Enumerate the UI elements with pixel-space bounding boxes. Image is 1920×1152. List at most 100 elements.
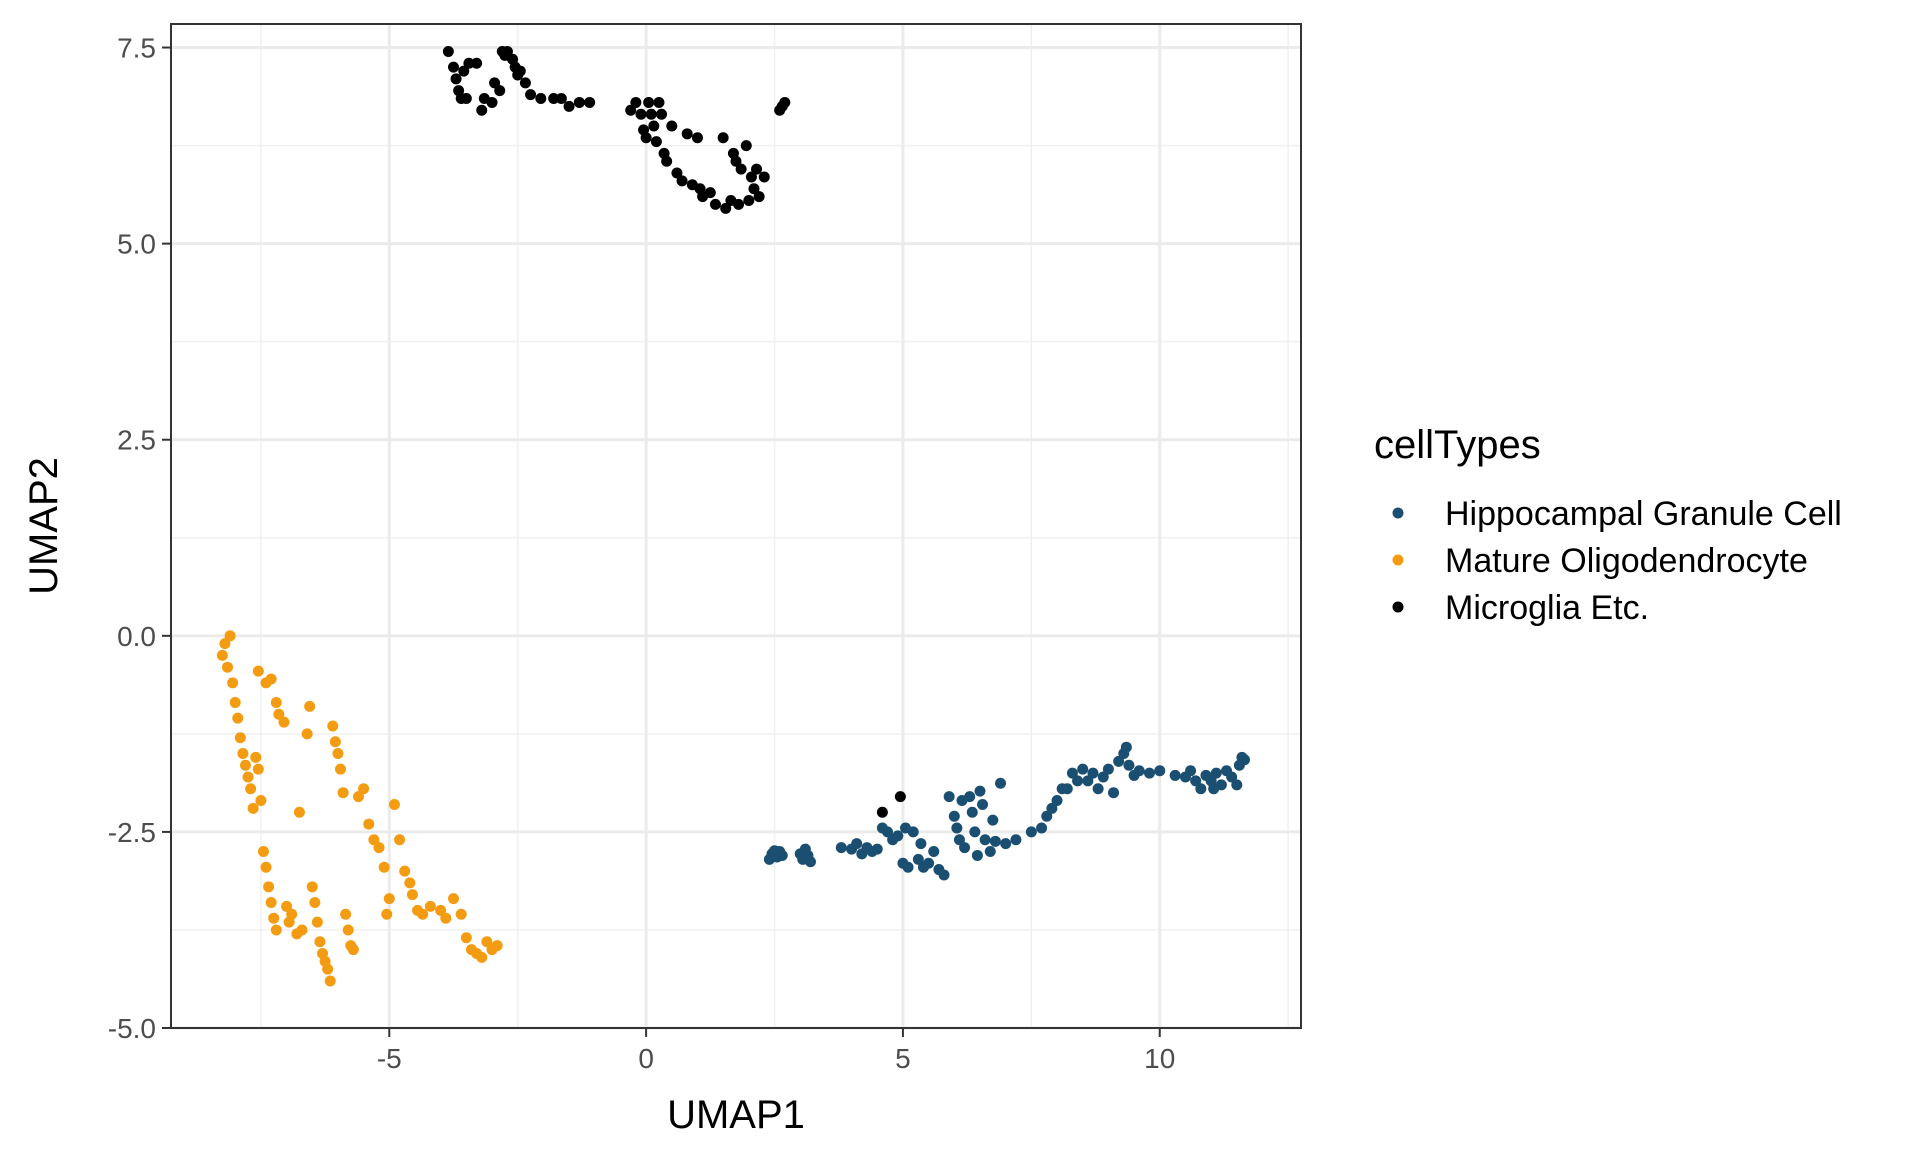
data-point (1061, 783, 1073, 795)
data-point (417, 908, 429, 920)
data-point (928, 846, 940, 858)
data-point (329, 736, 341, 748)
data-point (573, 96, 585, 108)
x-tick-label: 5 (895, 1043, 911, 1074)
data-point (463, 57, 475, 69)
data-point (347, 944, 359, 956)
data-point (252, 665, 264, 677)
data-point (340, 908, 352, 920)
data-point (915, 838, 927, 850)
data-point (635, 108, 647, 120)
data-point (753, 191, 765, 203)
data-point (1077, 763, 1089, 775)
data-point (471, 57, 483, 69)
data-point (237, 747, 249, 759)
data-point (406, 889, 418, 901)
data-point (676, 175, 688, 187)
legend-key-dot (1392, 507, 1404, 519)
data-point (804, 856, 816, 868)
data-point (1082, 775, 1094, 787)
x-tick-label: -5 (377, 1043, 402, 1074)
data-point (296, 924, 308, 936)
data-point (1092, 783, 1104, 795)
data-point (363, 818, 375, 830)
data-point (335, 763, 346, 775)
data-point (704, 187, 716, 199)
series-1-points (216, 630, 503, 987)
data-point (224, 630, 236, 642)
legend-key-dot (1392, 554, 1404, 566)
x-axis-title: UMAP1 (667, 1093, 805, 1137)
data-point (222, 661, 233, 673)
data-point (977, 798, 989, 810)
data-point (489, 77, 501, 89)
data-point (286, 908, 298, 920)
data-point (252, 763, 264, 775)
plot-panel (171, 24, 1301, 1028)
data-point (989, 835, 1001, 847)
data-point (1072, 775, 1084, 787)
data-point (239, 759, 251, 771)
data-point (491, 940, 503, 952)
data-point (643, 96, 655, 108)
data-point (501, 45, 513, 57)
legend: cellTypes Hippocampal Granule Cell Mature… (1374, 423, 1842, 627)
data-point (476, 104, 488, 116)
data-point (995, 777, 1007, 789)
data-point (758, 171, 770, 183)
data-point (548, 93, 560, 105)
data-point (263, 881, 275, 893)
data-point (368, 834, 380, 846)
data-point (625, 104, 637, 116)
legend-item: Microglia Etc. (1392, 589, 1649, 627)
data-point (1120, 741, 1132, 753)
data-point (332, 747, 344, 759)
data-point (458, 65, 470, 77)
series-0-points (763, 741, 1250, 881)
data-point (1025, 826, 1037, 838)
data-point (309, 897, 321, 908)
y-tick-label: 5.0 (117, 229, 156, 260)
data-point (835, 842, 847, 854)
data-point (1169, 769, 1181, 781)
data-point (1036, 822, 1048, 834)
data-point (311, 916, 323, 928)
data-point (306, 881, 318, 893)
data-point (257, 846, 269, 858)
data-point (337, 787, 349, 799)
data-point (740, 140, 752, 152)
data-point (1215, 779, 1227, 791)
y-tick-label: -2.5 (108, 817, 156, 848)
data-point (964, 791, 976, 803)
data-point (735, 163, 747, 175)
data-point (1010, 834, 1022, 846)
data-point (232, 712, 244, 724)
data-points (216, 45, 1250, 987)
data-point (630, 96, 642, 108)
x-tick-label: 10 (1144, 1043, 1175, 1074)
data-point (1231, 779, 1243, 791)
data-point (1133, 765, 1145, 777)
data-point (268, 912, 280, 924)
y-tick-label: 7.5 (117, 33, 156, 64)
data-point (245, 783, 257, 795)
data-point (314, 936, 326, 948)
data-point (242, 771, 254, 783)
data-point (851, 838, 863, 850)
data-point (293, 806, 305, 818)
legend-key-dot (1392, 601, 1404, 613)
legend-label: Mature Oligodendrocyte (1445, 542, 1808, 580)
data-point (1097, 771, 1109, 783)
data-point (733, 198, 745, 210)
data-point (1087, 767, 1099, 779)
data-point (871, 843, 883, 855)
data-point (1108, 787, 1120, 799)
data-point (486, 96, 498, 108)
data-point (948, 810, 960, 822)
data-point (255, 795, 267, 807)
data-point (648, 120, 660, 132)
data-point (383, 893, 395, 905)
data-point (1102, 763, 1114, 775)
data-point (442, 45, 454, 57)
